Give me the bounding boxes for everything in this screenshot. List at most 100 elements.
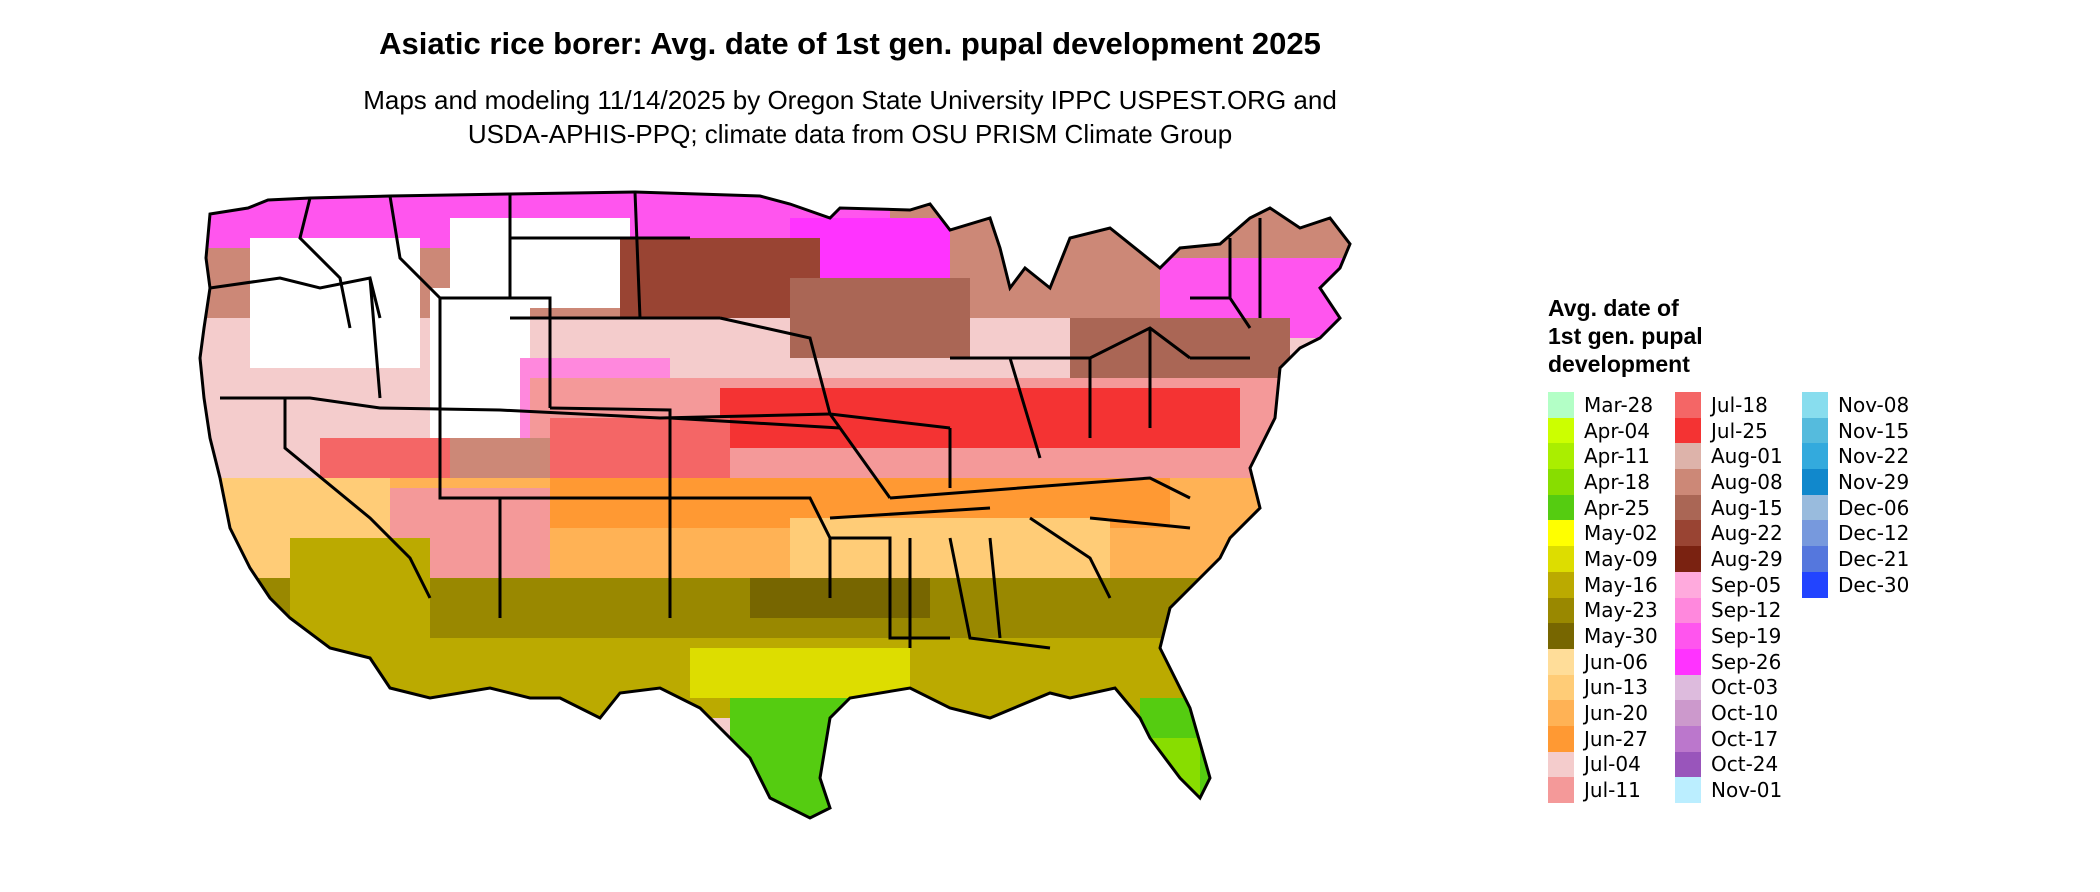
legend-swatch xyxy=(1675,623,1701,649)
legend-item: Sep-19 xyxy=(1675,623,1802,649)
map-title: Asiatic rice borer: Avg. date of 1st gen… xyxy=(379,26,1321,61)
legend-label: Aug-22 xyxy=(1711,521,1783,546)
legend-swatch xyxy=(1675,443,1701,470)
legend-item: Nov-29 xyxy=(1802,469,1929,495)
legend-label: Sep-05 xyxy=(1711,572,1782,597)
legend-item: Jun-13 xyxy=(1548,674,1675,701)
legend-label: Aug-15 xyxy=(1711,495,1783,520)
legend-swatch xyxy=(1548,597,1574,624)
map-legend: Avg. date of 1st gen. pupal development … xyxy=(1548,294,1929,803)
legend-item: Jul-18 xyxy=(1675,392,1802,418)
legend-item: Jun-06 xyxy=(1548,648,1675,675)
legend-swatch xyxy=(1675,494,1701,521)
legend-label: Jun-13 xyxy=(1584,675,1648,700)
legend-swatch xyxy=(1675,571,1701,598)
legend-label: Dec-21 xyxy=(1838,546,1910,571)
legend-item: Dec-21 xyxy=(1802,546,1929,572)
legend-label: Oct-17 xyxy=(1711,726,1779,751)
legend-label: Nov-01 xyxy=(1711,778,1783,803)
legend-item: Jul-04 xyxy=(1548,751,1675,778)
legend-label: May-09 xyxy=(1584,546,1658,571)
legend-item: Jul-11 xyxy=(1548,777,1675,803)
legend-swatch xyxy=(1675,520,1701,547)
legend-label: Jul-25 xyxy=(1711,418,1768,443)
legend-item: Sep-26 xyxy=(1675,648,1802,675)
legend-item: Apr-11 xyxy=(1548,443,1675,470)
legend-item: Nov-01 xyxy=(1675,777,1802,803)
legend-swatch xyxy=(1675,597,1701,624)
legend-swatch xyxy=(1802,469,1828,495)
legend-item: Aug-22 xyxy=(1675,520,1802,547)
legend-item: Apr-25 xyxy=(1548,494,1675,521)
legend-swatch xyxy=(1675,546,1701,572)
legend-entries: Mar-28 Apr-04 Apr-11 Apr-18 Apr-25 May-02 May-… xyxy=(1548,392,1929,803)
legend-label: Sep-12 xyxy=(1711,598,1782,623)
legend-item: Aug-08 xyxy=(1675,469,1802,495)
legend-item: May-30 xyxy=(1548,623,1675,649)
legend-label: Dec-06 xyxy=(1838,495,1910,520)
legend-item: May-09 xyxy=(1548,546,1675,572)
legend-swatch xyxy=(1548,725,1574,752)
legend-swatch xyxy=(1548,700,1574,726)
legend-item: May-02 xyxy=(1548,520,1675,547)
legend-item: Sep-05 xyxy=(1675,571,1802,598)
legend-swatch xyxy=(1548,417,1574,444)
legend-label: Oct-10 xyxy=(1711,701,1779,726)
legend-label: Jul-04 xyxy=(1584,752,1641,777)
legend-swatch xyxy=(1802,417,1828,444)
legend-label: Sep-19 xyxy=(1711,624,1782,649)
legend-item: May-23 xyxy=(1548,597,1675,624)
state-boundaries xyxy=(198,190,1352,820)
legend-label: Apr-04 xyxy=(1584,418,1650,443)
legend-label: Sep-26 xyxy=(1711,649,1782,674)
legend-swatch xyxy=(1675,417,1701,444)
legend-item: Nov-08 xyxy=(1802,392,1929,418)
legend-label: May-30 xyxy=(1584,624,1658,649)
legend-swatch xyxy=(1675,648,1701,675)
legend-swatch xyxy=(1548,443,1574,470)
legend-item: Oct-10 xyxy=(1675,700,1802,726)
legend-swatch xyxy=(1548,392,1574,418)
legend-label: Aug-01 xyxy=(1711,444,1783,469)
legend-swatch xyxy=(1675,777,1701,803)
legend-swatch xyxy=(1548,571,1574,598)
legend-swatch xyxy=(1548,777,1574,803)
legend-label: Apr-25 xyxy=(1584,495,1650,520)
legend-label: Jun-20 xyxy=(1584,701,1648,726)
subtitle-line-2: USDA-APHIS-PPQ; climate data from OSU PR… xyxy=(467,119,1233,149)
legend-swatch xyxy=(1548,469,1574,495)
legend-label: Jun-06 xyxy=(1584,649,1648,674)
legend-swatch xyxy=(1675,700,1701,726)
legend-swatch xyxy=(1548,751,1574,778)
legend-swatch xyxy=(1802,392,1828,418)
legend-swatch xyxy=(1802,520,1828,547)
legend-label: Nov-22 xyxy=(1838,444,1910,469)
legend-label: Oct-24 xyxy=(1711,752,1779,777)
legend-item: Jul-25 xyxy=(1675,417,1802,444)
legend-swatch xyxy=(1802,443,1828,470)
legend-item: May-16 xyxy=(1548,571,1675,598)
legend-swatch xyxy=(1548,520,1574,547)
legend-label: Jul-11 xyxy=(1584,778,1641,803)
legend-swatch xyxy=(1548,674,1574,701)
legend-swatch xyxy=(1548,546,1574,572)
legend-title: Avg. date of 1st gen. pupal development xyxy=(1548,294,1929,378)
legend-item: Aug-15 xyxy=(1675,494,1802,521)
legend-swatch xyxy=(1675,469,1701,495)
legend-item: Aug-29 xyxy=(1675,546,1802,572)
legend-label: Nov-15 xyxy=(1838,418,1910,443)
legend-label: Jul-18 xyxy=(1711,392,1768,417)
legend-item: Jun-27 xyxy=(1548,725,1675,752)
legend-swatch xyxy=(1802,571,1828,598)
legend-label: Aug-08 xyxy=(1711,469,1783,494)
legend-label: May-02 xyxy=(1584,521,1658,546)
legend-item: Apr-18 xyxy=(1548,469,1675,495)
legend-swatch xyxy=(1675,392,1701,418)
subtitle-line-1: Maps and modeling 11/14/2025 by Oregon S… xyxy=(363,85,1337,115)
legend-label: Dec-30 xyxy=(1838,572,1910,597)
legend-item: Dec-30 xyxy=(1802,571,1929,598)
legend-item: Mar-28 xyxy=(1548,392,1675,418)
legend-label: Jun-27 xyxy=(1584,726,1648,751)
legend-swatch xyxy=(1675,751,1701,778)
legend-item: Nov-22 xyxy=(1802,443,1929,470)
